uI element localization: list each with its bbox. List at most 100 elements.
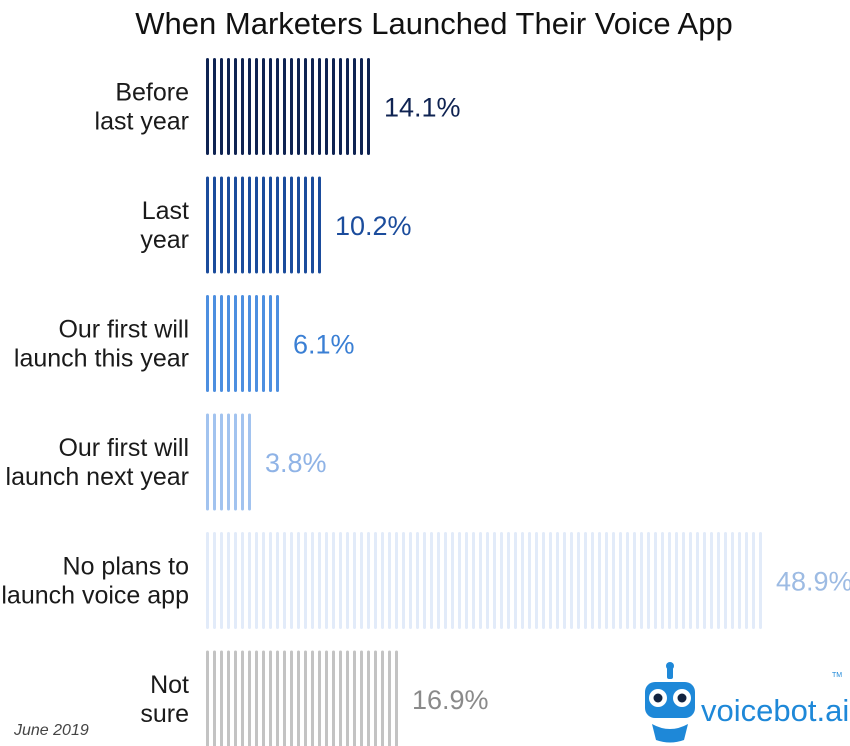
bar-stripe <box>290 650 293 746</box>
bar-stripe <box>290 532 293 629</box>
bar-stripe <box>563 532 566 629</box>
bar-stripe <box>717 532 720 629</box>
bar-stripe <box>304 650 307 746</box>
category-label-line: Our first will <box>58 434 189 462</box>
bar-stripe <box>227 58 230 155</box>
bar-stripe <box>269 58 272 155</box>
value-label: 14.1% <box>384 93 461 123</box>
bar-stripe <box>311 532 314 629</box>
bar-stripe <box>297 650 300 746</box>
value-label: 16.9% <box>412 685 489 715</box>
bar-stripe <box>241 650 244 746</box>
bar-stripe <box>304 176 307 274</box>
bar-stripe <box>255 532 258 629</box>
bar-stripe <box>696 532 699 629</box>
bar-stripe <box>689 532 692 629</box>
category-label: No plans to launch voice app <box>1 553 189 610</box>
bar-stripe <box>598 532 601 629</box>
bar-stripe <box>668 532 671 629</box>
bar-stripe <box>731 532 734 629</box>
bar-stripe <box>206 58 209 155</box>
bar-stripe <box>339 532 342 629</box>
bar-stripe <box>234 176 237 274</box>
bar-stripe <box>262 58 265 155</box>
bar-stripe <box>311 58 314 155</box>
bar-stripe <box>269 295 272 392</box>
category-label-line: Not <box>150 671 189 699</box>
bar-stripe <box>521 532 524 629</box>
bar-stripe <box>311 650 314 746</box>
bar-stripe <box>276 532 279 629</box>
bar-stripe <box>430 532 433 629</box>
bar-stripe <box>213 295 216 392</box>
bar-stripe <box>451 532 454 629</box>
bar-stripe <box>647 532 650 629</box>
bar-stripe <box>367 532 370 629</box>
bar-stripe <box>479 532 482 629</box>
bar-stripe <box>297 58 300 155</box>
bar-stripe <box>213 176 216 274</box>
bar-stripe <box>262 295 265 392</box>
bar-2 <box>206 295 279 392</box>
bar-stripe <box>269 532 272 629</box>
bar-stripe <box>241 176 244 274</box>
bar-stripe <box>276 58 279 155</box>
bar-stripe <box>374 650 377 746</box>
bar-1 <box>206 176 321 274</box>
bar-stripe <box>318 176 321 274</box>
bar-stripe <box>283 650 286 746</box>
bar-5 <box>206 650 398 746</box>
bar-stripe <box>325 58 328 155</box>
bar-stripe <box>570 532 573 629</box>
bar-stripe <box>374 532 377 629</box>
bar-stripe <box>269 176 272 274</box>
bar-stripe <box>290 58 293 155</box>
bar-stripe <box>759 532 762 629</box>
bar-stripe <box>248 58 251 155</box>
bar-stripe <box>255 650 258 746</box>
category-label-line: launch this year <box>14 345 189 373</box>
bars-group: Before last year 14.1% Last year 10.2% Our fir… <box>1 58 850 746</box>
bar-stripe <box>444 532 447 629</box>
category-label: Before last year <box>95 79 189 136</box>
bar-stripe <box>234 532 237 629</box>
bar-stripe <box>234 650 237 746</box>
bar-stripe <box>465 532 468 629</box>
category-label: Our first will launch next year <box>6 434 189 491</box>
bar-stripe <box>234 58 237 155</box>
bar-stripe <box>227 650 230 746</box>
bar-stripe <box>395 650 398 746</box>
bar-stripe <box>262 650 265 746</box>
bar-stripe <box>367 650 370 746</box>
voicebot-logo: voicebot.ai TM <box>645 662 849 743</box>
bar-stripe <box>283 176 286 274</box>
bar-stripe <box>304 58 307 155</box>
bar-stripe <box>339 650 342 746</box>
bar-stripe <box>346 650 349 746</box>
bar-stripe <box>220 532 223 629</box>
bar-stripe <box>381 650 384 746</box>
bar-stripe <box>234 295 237 392</box>
trademark: TM <box>832 672 842 679</box>
bar-stripe <box>332 532 335 629</box>
bar-stripe <box>549 532 552 629</box>
bar-stripe <box>241 295 244 392</box>
bar-stripe <box>227 295 230 392</box>
bar-stripe <box>493 532 496 629</box>
bar-stripe <box>332 58 335 155</box>
bar-stripe <box>367 58 370 155</box>
bar-stripe <box>276 295 279 392</box>
bar-stripe <box>213 532 216 629</box>
bar-stripe <box>353 58 356 155</box>
bar-stripe <box>227 532 230 629</box>
bar-stripe <box>248 532 251 629</box>
bar-stripe <box>724 532 727 629</box>
bar-stripe <box>654 532 657 629</box>
brand-name: voicebot.ai <box>701 693 849 728</box>
bar-stripe <box>556 532 559 629</box>
bar-stripe <box>325 532 328 629</box>
bar-stripe <box>206 176 209 274</box>
bar-stripe <box>213 413 216 511</box>
bar-stripe <box>605 532 608 629</box>
bar-stripe <box>752 532 755 629</box>
